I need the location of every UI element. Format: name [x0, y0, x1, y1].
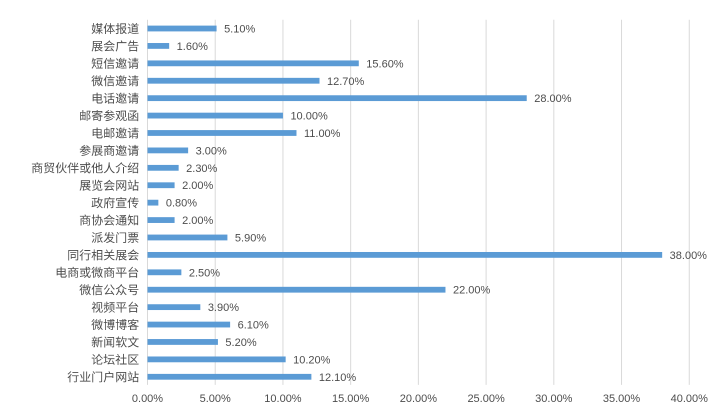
- svg-text:28.00%: 28.00%: [534, 93, 572, 105]
- svg-text:6.10%: 6.10%: [238, 320, 269, 332]
- svg-text:38.00%: 38.00%: [670, 250, 708, 262]
- svg-text:10.00%: 10.00%: [264, 393, 302, 405]
- svg-text:11.00%: 11.00%: [304, 128, 341, 140]
- svg-text:2.50%: 2.50%: [189, 267, 220, 279]
- svg-text:3.00%: 3.00%: [196, 145, 227, 157]
- svg-text:5.10%: 5.10%: [224, 24, 255, 36]
- svg-text:10.00%: 10.00%: [290, 111, 328, 123]
- svg-text:2.00%: 2.00%: [182, 180, 213, 192]
- svg-text:2.00%: 2.00%: [182, 215, 213, 227]
- svg-text:5.20%: 5.20%: [225, 337, 256, 349]
- svg-text:22.00%: 22.00%: [453, 285, 491, 297]
- svg-text:5.00%: 5.00%: [200, 393, 231, 405]
- svg-text:1.60%: 1.60%: [177, 41, 208, 53]
- svg-text:40.00%: 40.00%: [671, 393, 709, 405]
- svg-text:25.00%: 25.00%: [467, 393, 505, 405]
- svg-text:0.00%: 0.00%: [132, 393, 163, 405]
- svg-text:15.00%: 15.00%: [332, 393, 370, 405]
- svg-text:12.10%: 12.10%: [319, 372, 357, 384]
- svg-text:12.70%: 12.70%: [327, 76, 365, 88]
- svg-text:3.90%: 3.90%: [208, 302, 239, 314]
- svg-text:0.80%: 0.80%: [166, 198, 197, 210]
- svg-text:20.00%: 20.00%: [400, 393, 438, 405]
- svg-text:15.60%: 15.60%: [366, 58, 404, 70]
- svg-text:10.20%: 10.20%: [293, 354, 331, 366]
- svg-text:5.90%: 5.90%: [235, 232, 266, 244]
- svg-text:2.30%: 2.30%: [186, 163, 217, 175]
- svg-text:35.00%: 35.00%: [603, 393, 641, 405]
- svg-text:30.00%: 30.00%: [535, 393, 573, 405]
